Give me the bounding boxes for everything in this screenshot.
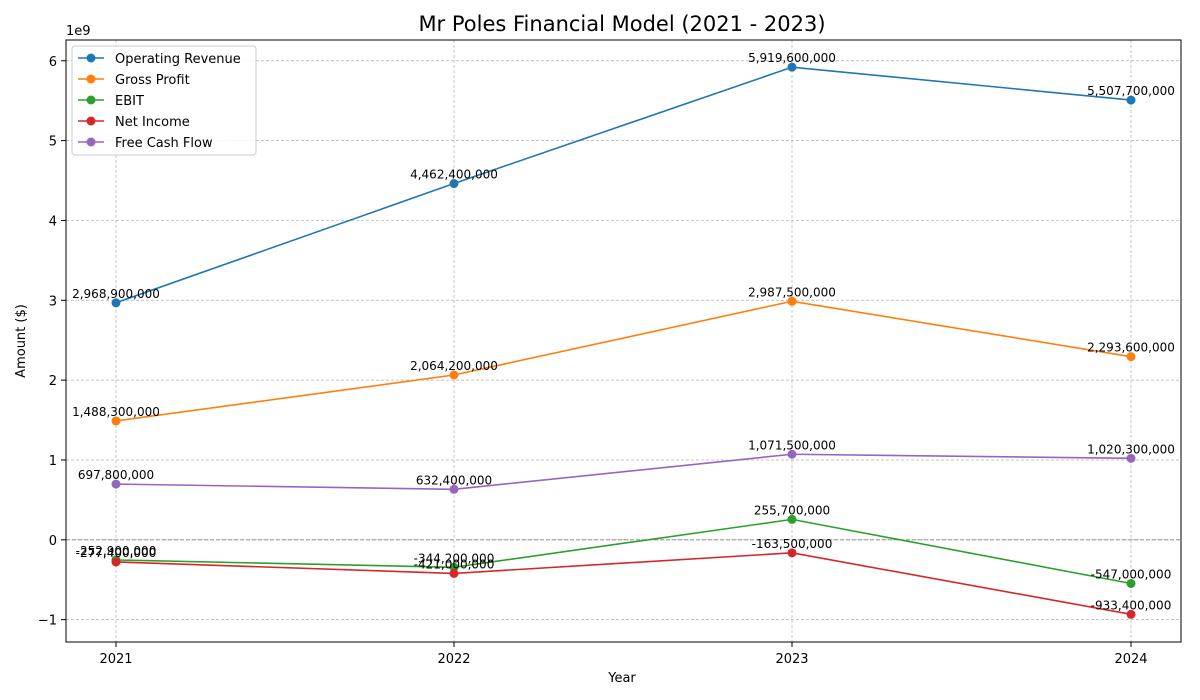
data-label: 2,987,500,000 [748, 285, 836, 299]
legend-marker [86, 95, 96, 105]
series-group [111, 62, 1136, 619]
legend-box [71, 45, 257, 156]
x-tick-label: 2024 [1114, 652, 1147, 667]
data-label: 632,400,000 [416, 473, 492, 487]
series-line [115, 300, 1132, 422]
legend-marker [86, 137, 96, 147]
legend-label: Operating Revenue [115, 52, 241, 67]
y-tick-label: 0 [49, 534, 57, 549]
data-point [111, 479, 121, 489]
legend-label: Net Income [115, 115, 190, 130]
data-label: 2,293,600,000 [1087, 341, 1175, 355]
data-point [1126, 453, 1136, 463]
data-labels: 2,968,900,000 4,462,400,000 5,919,600,000 5… [72, 51, 1175, 612]
y-tick-label: 6 [49, 55, 57, 70]
legend-label: Gross Profit [115, 73, 190, 88]
data-point [111, 557, 121, 567]
series-line [115, 453, 1132, 491]
data-point [1126, 578, 1136, 588]
data-label: -547,000,000 [1091, 567, 1172, 581]
data-label: 1,071,500,000 [748, 438, 836, 452]
data-point [787, 296, 797, 306]
data-label: -421,000,000 [414, 557, 495, 571]
data-point [449, 179, 459, 189]
data-point [787, 449, 797, 459]
series-line [115, 518, 1132, 585]
legend-label: Free Cash Flow [115, 136, 213, 151]
data-point [787, 62, 797, 72]
chart-title: Mr Poles Financial Model (2021 - 2023) [418, 12, 825, 36]
legend-marker [86, 53, 96, 63]
series-line [115, 66, 1132, 304]
data-point [449, 370, 459, 380]
legend-marker [86, 74, 96, 84]
y-axis-title: Amount ($) [14, 304, 29, 378]
data-label: -163,500,000 [752, 537, 833, 551]
data-point [1126, 609, 1136, 619]
data-label: -252,900,000 [76, 544, 157, 558]
data-label: -933,400,000 [1091, 598, 1172, 612]
y-tick-label: 3 [49, 294, 57, 309]
data-label: 255,700,000 [754, 503, 830, 517]
data-label: 697,800,000 [78, 468, 154, 482]
data-point [787, 548, 797, 558]
data-label: -277,400,000 [76, 546, 157, 560]
x-tick-label: 2021 [99, 652, 132, 667]
x-tick-label: 2023 [775, 652, 808, 667]
data-label: 1,020,300,000 [1087, 442, 1175, 456]
data-point [1126, 95, 1136, 105]
legend-label: EBIT [115, 94, 144, 109]
y-tick-label: 2 [49, 374, 57, 389]
data-point [111, 298, 121, 308]
data-point [1126, 352, 1136, 362]
plot-frame [65, 39, 1182, 643]
x-tick-label: 2022 [437, 652, 470, 667]
y-tick-label: 4 [49, 214, 57, 229]
data-point [449, 568, 459, 578]
data-label: 5,507,700,000 [1087, 84, 1175, 98]
data-label: 4,462,400,000 [410, 168, 498, 182]
legend: Operating Revenue Gross Profit EBIT Net Inc… [71, 45, 257, 156]
x-axis-title: Year [607, 671, 636, 686]
axes: 2021 2022 2023 2024 −1 0 1 2 3 4 5 6 [38, 39, 1182, 667]
data-label: 5,919,600,000 [748, 51, 836, 65]
data-label: 2,064,200,000 [410, 359, 498, 373]
data-point [787, 514, 797, 524]
y-tick-label: 5 [49, 135, 57, 150]
data-label: 1,488,300,000 [72, 405, 160, 419]
data-point [111, 416, 121, 426]
y-scale-label: 1e9 [66, 24, 91, 39]
legend-marker [86, 116, 96, 126]
y-tick-label: 1 [49, 454, 57, 469]
data-point [449, 484, 459, 494]
data-label: 2,968,900,000 [72, 287, 160, 301]
y-tick-label: −1 [38, 614, 57, 629]
series-line [115, 552, 1132, 616]
data-label: -344,200,000 [414, 551, 495, 565]
